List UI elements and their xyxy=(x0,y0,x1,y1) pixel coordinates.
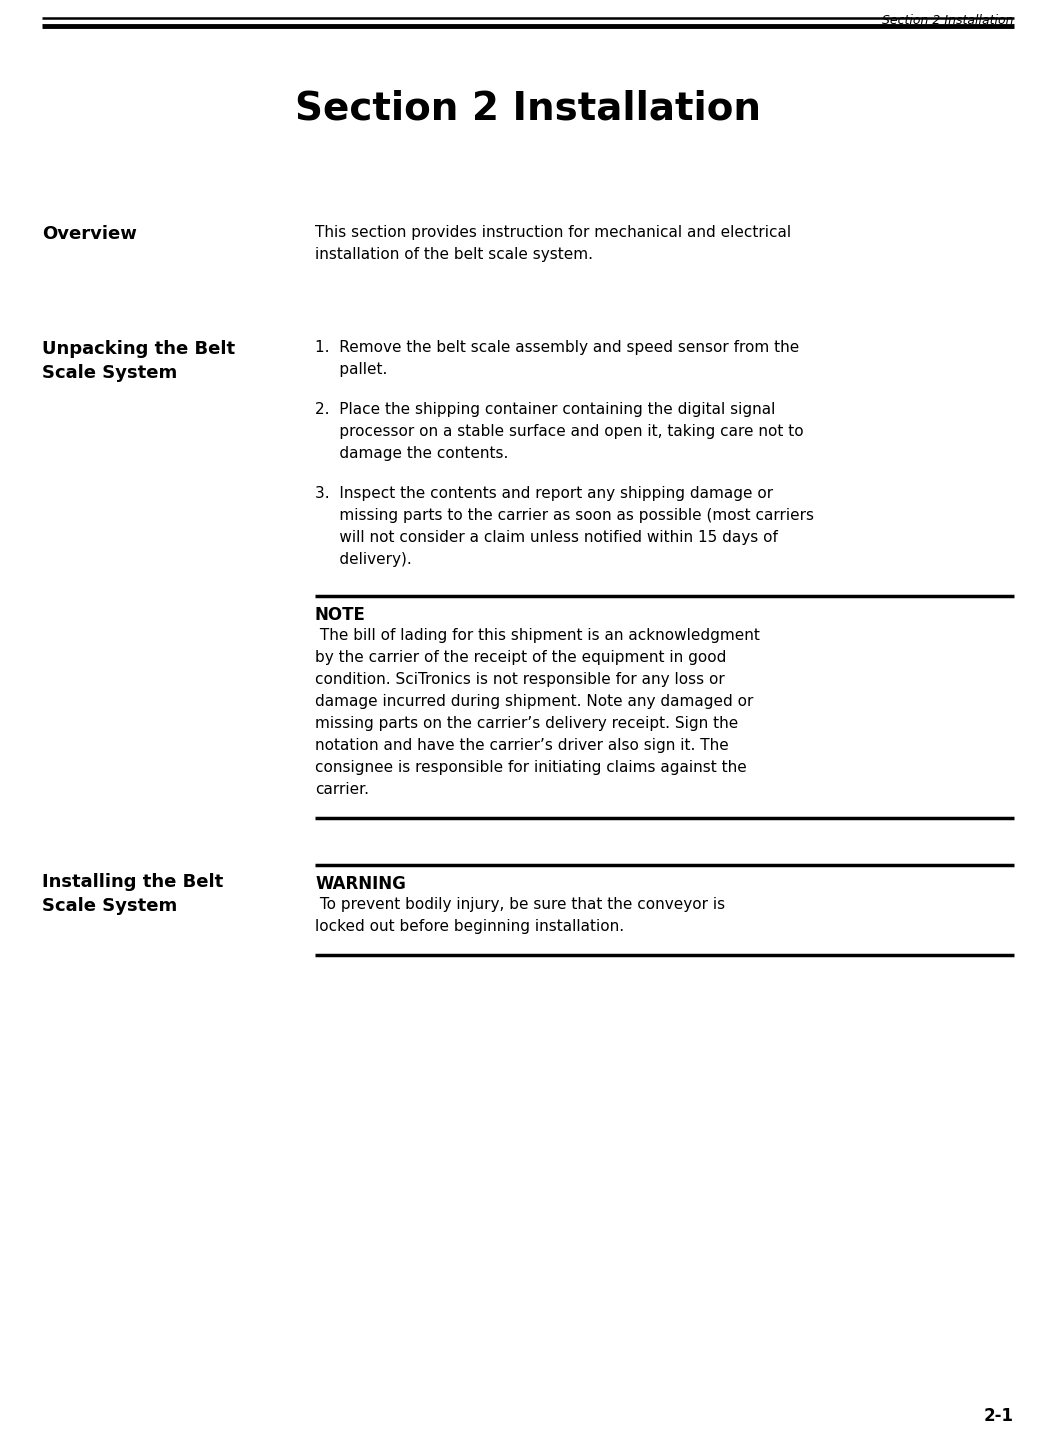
Text: will not consider a claim unless notified within 15 days of: will not consider a claim unless notifie… xyxy=(315,530,778,545)
Text: 3.  Inspect the contents and report any shipping damage or: 3. Inspect the contents and report any s… xyxy=(315,486,773,502)
Text: 1.  Remove the belt scale assembly and speed sensor from the: 1. Remove the belt scale assembly and sp… xyxy=(315,341,799,355)
Text: Scale System: Scale System xyxy=(42,897,177,915)
Text: missing parts to the carrier as soon as possible (most carriers: missing parts to the carrier as soon as … xyxy=(315,509,814,523)
Text: Scale System: Scale System xyxy=(42,364,177,382)
Text: To prevent bodily injury, be sure that the conveyor is: To prevent bodily injury, be sure that t… xyxy=(315,897,725,912)
Text: WARNING: WARNING xyxy=(315,875,406,892)
Text: locked out before beginning installation.: locked out before beginning installation… xyxy=(315,920,624,934)
Text: notation and have the carrier’s driver also sign it. The: notation and have the carrier’s driver a… xyxy=(315,739,729,753)
Text: Section 2 Installation: Section 2 Installation xyxy=(883,14,1014,27)
Text: by the carrier of the receipt of the equipment in good: by the carrier of the receipt of the equ… xyxy=(315,650,727,665)
Text: processor on a stable surface and open it, taking care not to: processor on a stable surface and open i… xyxy=(315,424,804,438)
Text: condition. SciTronics is not responsible for any loss or: condition. SciTronics is not responsible… xyxy=(315,673,724,687)
Text: Section 2 Installation: Section 2 Installation xyxy=(295,91,761,128)
Text: 2-1: 2-1 xyxy=(984,1407,1014,1426)
Text: delivery).: delivery). xyxy=(315,552,412,568)
Text: NOTE: NOTE xyxy=(315,606,365,624)
Text: carrier.: carrier. xyxy=(315,782,369,798)
Text: The bill of lading for this shipment is an acknowledgment: The bill of lading for this shipment is … xyxy=(315,628,760,642)
Text: This section provides instruction for mechanical and electrical: This section provides instruction for me… xyxy=(315,226,791,240)
Text: consignee is responsible for initiating claims against the: consignee is responsible for initiating … xyxy=(315,760,747,775)
Text: damage incurred during shipment. Note any damaged or: damage incurred during shipment. Note an… xyxy=(315,694,753,708)
Text: 2.  Place the shipping container containing the digital signal: 2. Place the shipping container containi… xyxy=(315,402,775,417)
Text: installation of the belt scale system.: installation of the belt scale system. xyxy=(315,247,593,262)
Text: Installing the Belt: Installing the Belt xyxy=(42,874,223,891)
Text: missing parts on the carrier’s delivery receipt. Sign the: missing parts on the carrier’s delivery … xyxy=(315,716,738,731)
Text: pallet.: pallet. xyxy=(315,362,388,376)
Text: Overview: Overview xyxy=(42,226,137,243)
Text: Unpacking the Belt: Unpacking the Belt xyxy=(42,341,235,358)
Text: damage the contents.: damage the contents. xyxy=(315,445,508,461)
